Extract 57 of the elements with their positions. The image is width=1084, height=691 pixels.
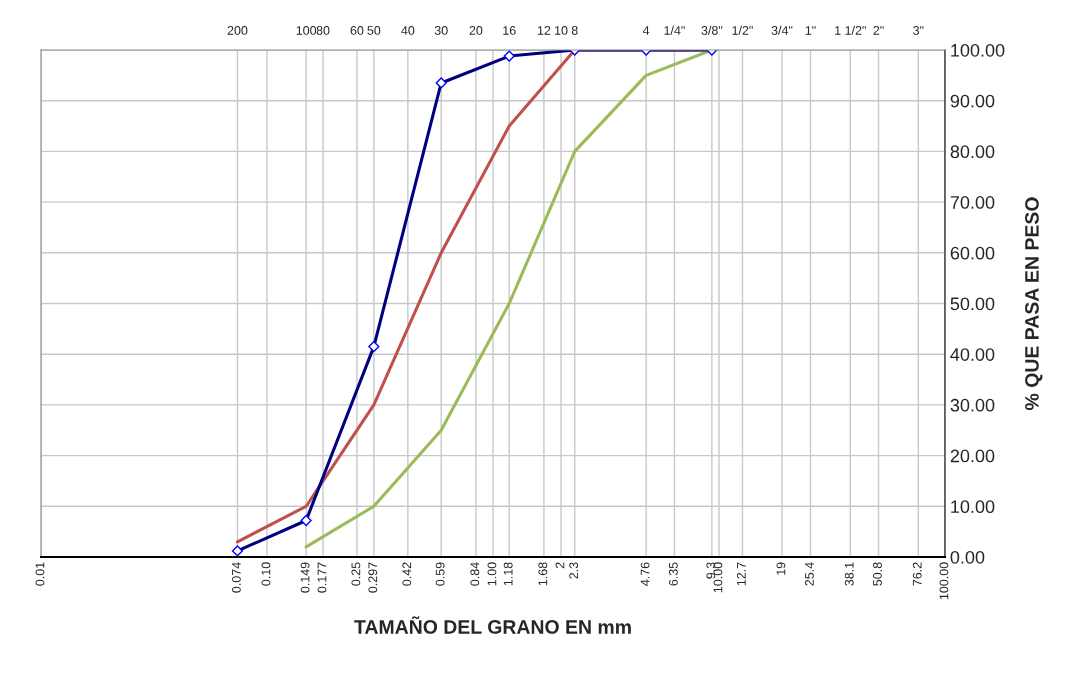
x-tick-label: 0.84	[470, 562, 480, 586]
y-tick-label: 20.00	[950, 449, 995, 463]
x-tick-label: 2.3	[569, 562, 579, 579]
x-tick-label: 0.149	[300, 562, 310, 593]
text: 3/4"	[771, 25, 793, 35]
y-axis-title: % QUE PASA EN PESO	[1025, 197, 1043, 410]
text: 30	[434, 26, 448, 35]
x-tick-label: 76.2	[912, 562, 922, 586]
text: 10	[555, 26, 568, 35]
y-tick-label: 40.00	[950, 348, 995, 361]
x-tick-label: 1.00	[487, 562, 497, 586]
text: 3"	[913, 26, 924, 35]
text: 80	[316, 26, 330, 35]
text: 3/8"	[701, 25, 723, 35]
text: 8	[571, 26, 578, 35]
x-tick-label: 0.297	[368, 562, 378, 593]
y-tick-label: 80.00	[950, 145, 995, 159]
x-tick-label: 38.1	[844, 562, 854, 586]
x-tick-label: 1.18	[503, 562, 513, 586]
text: 40	[401, 26, 415, 35]
x-tick-label: 0.177	[317, 562, 327, 593]
text: 4	[642, 26, 650, 35]
text: 100	[296, 26, 317, 35]
x-tick-label: 25.4	[805, 562, 814, 586]
text: 12	[537, 26, 551, 35]
x-tick-label: 6.35	[668, 562, 678, 586]
y-tick-label: 60.00	[950, 246, 995, 260]
text: 60	[350, 26, 364, 35]
text: 1/4"	[664, 25, 685, 35]
x-tick-label: 1.68	[538, 562, 548, 586]
x-tick-label: 19	[776, 562, 786, 575]
x-tick-label: 50.8	[873, 562, 882, 586]
y-tick-label: 0.00	[950, 550, 985, 564]
text: 1/2"	[732, 25, 753, 35]
y-tick-label: 30.00	[950, 398, 995, 412]
y-tick-label: 50.00	[950, 297, 995, 311]
text: 2"	[873, 26, 884, 35]
x-tick-label: 2	[555, 562, 565, 569]
text: 16	[503, 26, 516, 35]
text: 200	[227, 26, 248, 35]
y-tick-label: 70.00	[950, 196, 995, 209]
y-tick-label: 100.00	[951, 43, 1005, 57]
x-tick-label: 4.76	[640, 562, 650, 586]
text: 50	[367, 26, 381, 35]
text: 1 1/2"	[835, 25, 866, 35]
x-tick-label: 0.42	[402, 562, 412, 586]
text: 20	[469, 26, 483, 35]
x-tick-label: 0.01	[35, 562, 45, 586]
x-tick-label: 0.59	[435, 562, 445, 586]
text: 1"	[805, 26, 816, 35]
x-axis-title: TAMAÑO DEL GRANO EN mm	[354, 616, 631, 634]
x-tick-label: 12.7	[736, 562, 746, 586]
x-tick-label: 0.074	[231, 562, 241, 593]
x-tick-label: 0.10	[261, 562, 271, 586]
y-tick-label: 10.00	[951, 500, 995, 514]
x-tick-label: 0.25	[351, 562, 361, 586]
y-tick-label: 90.00	[950, 94, 995, 108]
